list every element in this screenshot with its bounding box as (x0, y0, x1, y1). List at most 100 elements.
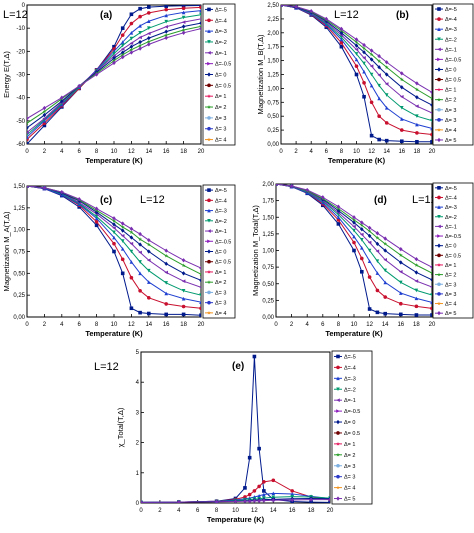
data-point (199, 286, 201, 289)
y-axis-label: χ_Total(T,Δ) (116, 407, 125, 447)
legend-marker (336, 409, 340, 413)
data-point (414, 296, 419, 301)
legend-entry: Δ=-3 (215, 209, 227, 215)
data-point (129, 275, 134, 280)
data-point (164, 29, 168, 34)
legend-entry: Δ= 0 (445, 244, 456, 250)
legend-entry: Δ=-5 (445, 7, 457, 13)
data-point (247, 455, 252, 460)
legend-entry: Δ=-5 (445, 186, 457, 192)
data-point (262, 489, 266, 493)
legend-marker (437, 253, 441, 258)
data-point (352, 215, 356, 220)
data-point (27, 125, 29, 130)
legend-entry: Δ= 3 (344, 464, 355, 470)
panel-tag: (d) (374, 195, 387, 206)
data-point (112, 216, 116, 221)
data-point (369, 64, 374, 68)
data-point (147, 295, 151, 300)
legend-entry: Δ= 1 (445, 88, 456, 94)
data-point (399, 77, 404, 82)
data-point (129, 12, 134, 17)
series-group (281, 5, 432, 144)
data-point (42, 186, 47, 190)
data-point (354, 40, 359, 44)
legend-marker (437, 118, 441, 122)
legend-marker (336, 485, 340, 490)
data-point (367, 225, 372, 231)
data-point (430, 300, 432, 305)
series-line (281, 5, 432, 136)
panel-annotation: L=12 (140, 194, 165, 206)
data-point (112, 218, 116, 223)
legend-marker (437, 77, 441, 82)
data-point (60, 189, 64, 195)
data-point (129, 241, 134, 246)
data-point (369, 57, 374, 62)
legend-marker (437, 57, 441, 62)
data-point (400, 139, 404, 144)
x-tick-label: 0 (25, 322, 29, 328)
legend-marker (207, 188, 211, 192)
data-point (375, 235, 380, 240)
data-point (138, 46, 142, 51)
y-tick-label: 0,75 (13, 250, 25, 256)
y-tick-label: 1,75 (262, 199, 274, 205)
legend-marker (336, 474, 340, 479)
legend-marker (437, 205, 441, 209)
data-point (94, 223, 99, 228)
legend-marker (437, 262, 441, 267)
legend-entry: Δ= 0.5 (445, 253, 461, 259)
legend-entry: Δ= 2 (445, 98, 456, 104)
series-group (276, 184, 432, 317)
data-point (112, 54, 116, 58)
y-tick-label: 1,00 (267, 86, 279, 92)
data-point (27, 132, 29, 137)
data-point (129, 235, 134, 240)
data-point (377, 65, 381, 70)
legend-entry: Δ=-2 (215, 40, 227, 46)
data-point (384, 72, 389, 77)
x-tick-label: 18 (414, 149, 421, 155)
data-point (262, 480, 266, 484)
data-point (138, 242, 142, 247)
data-point (352, 240, 356, 245)
legend-entry: Δ= 3 (215, 127, 226, 133)
legend-marker (207, 137, 211, 142)
data-point (400, 128, 404, 132)
data-point (199, 8, 201, 13)
legend-marker (437, 27, 441, 31)
data-point (430, 286, 432, 288)
x-tick-label: 20 (198, 149, 205, 155)
legend-entry: Δ= 2 (215, 280, 226, 286)
data-point (138, 271, 142, 276)
y-tick-label: 0,50 (267, 114, 279, 120)
x-tick-label: 2 (290, 322, 294, 328)
data-point (290, 492, 294, 496)
data-point (42, 109, 47, 114)
y-tick-label: 2,00 (267, 31, 279, 37)
legend-marker (437, 67, 441, 72)
data-point (362, 61, 366, 66)
data-point (164, 312, 168, 317)
chart-panel: 0 2 4 6 8 10 12 14 16 18 20 0,00 0,25 0,50 0,75 1,00 1,2… (256, 3, 474, 165)
legend-marker (336, 365, 340, 370)
data-point (362, 50, 366, 55)
data-point (129, 47, 134, 52)
data-point (430, 102, 432, 108)
y-tick-label: 5 (136, 350, 140, 356)
data-point (199, 20, 201, 26)
legend-marker (437, 127, 441, 132)
data-point (352, 224, 356, 229)
data-point (181, 312, 186, 317)
legend-marker (437, 37, 441, 42)
data-point (181, 27, 186, 32)
legend-marker (336, 463, 340, 468)
data-point (360, 232, 364, 237)
x-tick-label: 6 (325, 149, 329, 155)
data-point (27, 121, 29, 125)
y-tick-label: 0,25 (267, 128, 279, 134)
data-point (384, 82, 389, 86)
x-tick-label: 20 (327, 508, 334, 514)
